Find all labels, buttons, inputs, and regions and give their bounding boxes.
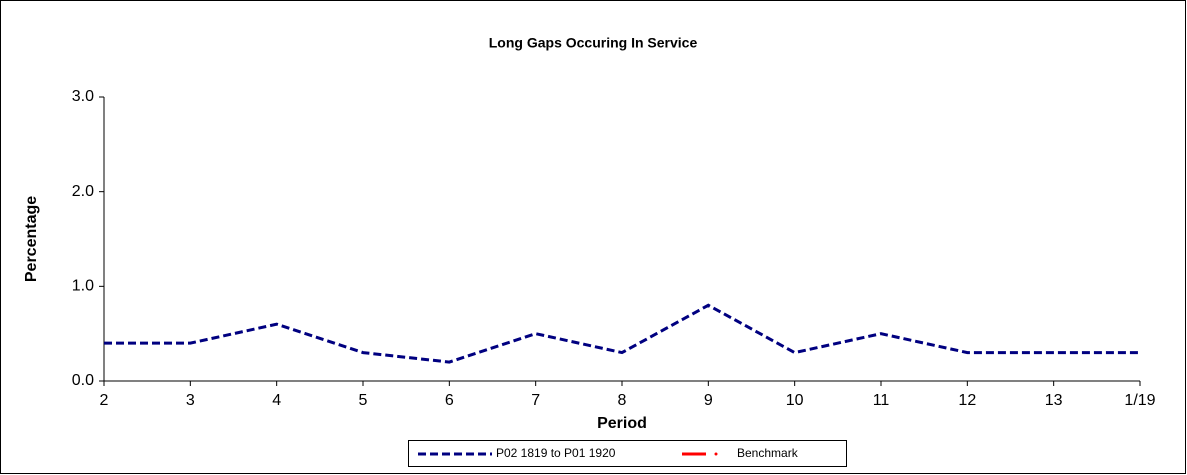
x-tick-label: 10 bbox=[786, 392, 804, 409]
legend-swatch-dot bbox=[714, 452, 718, 456]
x-tick-label: 7 bbox=[531, 392, 540, 409]
legend-label: Benchmark bbox=[737, 446, 799, 460]
x-tick-label: 6 bbox=[445, 392, 454, 409]
x-tick-label: 13 bbox=[1045, 392, 1063, 409]
y-axis-label: Percentage bbox=[23, 196, 40, 282]
x-tick-label: 2 bbox=[100, 392, 109, 409]
x-tick-label: 11 bbox=[873, 392, 890, 409]
x-tick-label: 12 bbox=[958, 392, 976, 409]
x-tick-label: 1/19 bbox=[1124, 392, 1155, 409]
series-line bbox=[104, 303, 1140, 364]
x-tick-label: 3 bbox=[186, 392, 195, 409]
x-tick-label: 8 bbox=[618, 392, 627, 409]
x-tick-label: 5 bbox=[359, 392, 368, 409]
y-tick-label: 2.0 bbox=[72, 183, 94, 200]
chart-title: Long Gaps Occuring In Service bbox=[489, 35, 698, 51]
legend-label: P02 1819 to P01 1920 bbox=[496, 446, 616, 460]
y-tick-label: 3.0 bbox=[72, 88, 94, 105]
y-tick-label: 0.0 bbox=[72, 372, 94, 389]
x-axis-label: Period bbox=[597, 415, 647, 432]
x-tick-label: 4 bbox=[272, 392, 281, 409]
y-tick-label: 1.0 bbox=[72, 278, 94, 295]
x-tick-label: 9 bbox=[704, 392, 713, 409]
